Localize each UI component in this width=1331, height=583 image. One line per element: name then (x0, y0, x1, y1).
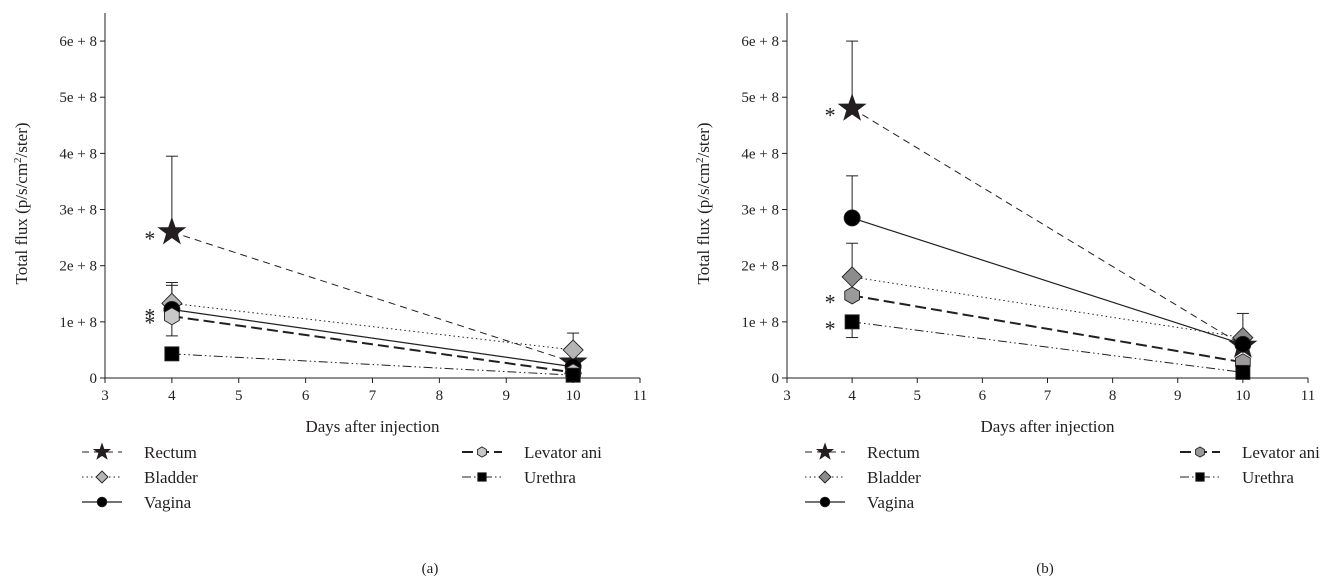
x-axis-label: Days after injection (305, 417, 440, 436)
significance-asterisk: * (825, 316, 836, 341)
x-tick-label: 3 (783, 388, 791, 404)
significance-asterisk: * (144, 303, 155, 328)
series-line-rectum (851, 108, 1244, 346)
legend-marker-bladder (818, 470, 832, 484)
legend-marker-bladder (95, 470, 109, 484)
series-line-bladder (171, 302, 574, 351)
series-line-vagina (171, 308, 574, 368)
legend-label: Urethra (524, 468, 576, 487)
data-point-bladder (562, 339, 584, 361)
x-tick-label: 8 (1109, 388, 1117, 404)
legend-label: Urethra (1242, 468, 1294, 487)
series-line-levator-ani (171, 315, 574, 374)
legend-marker-rectum (815, 442, 835, 460)
y-axis-label-superscript: 2 (12, 157, 24, 163)
legend-label: Bladder (144, 468, 198, 487)
y-axis-label-text: Total flux (p/s/cm (12, 163, 31, 285)
legend-marker-rectum (92, 442, 112, 460)
y-tick-label: 4e + 8 (741, 146, 779, 162)
x-tick-label: 11 (633, 388, 647, 404)
data-point-levator-ani (844, 286, 860, 305)
data-point-rectum (837, 93, 867, 121)
legend-label: Levator ani (1242, 443, 1320, 462)
significance-asterisk: * (825, 102, 836, 127)
y-axis-label-superscript: 2 (694, 157, 706, 163)
x-tick-label: 7 (369, 388, 377, 404)
data-point-vagina (1234, 335, 1252, 353)
series-line-rectum (171, 231, 574, 363)
x-tick-label: 10 (1235, 388, 1250, 404)
chart-panel-a: 0 1e + 8 2e + 8 3e + 8 4e + 8 5e + 8 6e + 8 3 4 5… (12, 13, 647, 577)
y-tick-label: 6e + 8 (741, 34, 779, 50)
legend-marker-levator-ani (1195, 446, 1205, 458)
y-tick-label: 0 (90, 371, 98, 387)
data-point-urethra (565, 367, 581, 383)
y-axis-label-text-end: /ster) (12, 122, 31, 157)
significance-asterisk: * (144, 226, 155, 251)
y-tick-label: 1e + 8 (741, 315, 779, 331)
series-line-urethra (171, 353, 574, 376)
panel-label: (a) (422, 561, 439, 577)
y-tick-label: 3e + 8 (59, 203, 97, 219)
x-tick-label: 8 (436, 388, 444, 404)
legend-label: Levator ani (524, 443, 602, 462)
legend-marker-urethra (1195, 472, 1205, 482)
y-tick-label: 4e + 8 (59, 146, 97, 162)
y-axis-label-text-end: /ster) (694, 122, 713, 157)
legend-label: Bladder (867, 468, 921, 487)
data-point-urethra (844, 314, 860, 330)
x-tick-label: 9 (1174, 388, 1182, 404)
series-line-urethra (852, 321, 1243, 373)
y-tick-label: 3e + 8 (741, 203, 779, 219)
data-point-bladder (841, 266, 863, 288)
y-tick-label: 0 (772, 371, 780, 387)
data-point-urethra (1235, 364, 1251, 380)
y-tick-label: 6e + 8 (59, 34, 97, 50)
y-axis-label-text: Total flux (p/s/cm (694, 163, 713, 285)
data-point-levator-ani (164, 307, 180, 326)
legend-label: Vagina (144, 493, 192, 512)
x-tick-label: 4 (848, 388, 856, 404)
x-tick-label: 10 (566, 388, 581, 404)
x-tick-label: 9 (503, 388, 511, 404)
data-point-rectum (157, 216, 187, 245)
x-axis-label: Days after injection (980, 417, 1115, 436)
y-tick-label: 5e + 8 (741, 90, 779, 106)
legend-marker-urethra (477, 472, 487, 482)
data-point-urethra (164, 346, 180, 362)
y-tick-label: 2e + 8 (741, 259, 779, 275)
x-tick-label: 6 (302, 388, 310, 404)
legend-marker-vagina (819, 496, 831, 508)
x-tick-label: 3 (101, 388, 109, 404)
panel-label: (b) (1036, 561, 1054, 577)
x-tick-label: 11 (1301, 388, 1315, 404)
x-tick-label: 6 (979, 388, 987, 404)
legend-marker-levator-ani (477, 446, 487, 458)
chart-panel-b: 0 1e + 8 2e + 8 3e + 8 4e + 8 5e + 8 6e + 8 3 4 5… (694, 13, 1320, 577)
x-tick-label: 5 (235, 388, 243, 404)
legend-marker-vagina (96, 496, 108, 508)
x-tick-label: 5 (914, 388, 922, 404)
x-tick-label: 7 (1044, 388, 1052, 404)
y-axis-label: Total flux (p/s/cm2/ster) (694, 122, 713, 284)
series-line-levator-ani (851, 294, 1244, 364)
data-point-vagina (843, 209, 861, 227)
y-tick-label: 5e + 8 (59, 90, 97, 106)
legend-label: Rectum (144, 443, 197, 462)
x-tick-label: 4 (168, 388, 176, 404)
legend-label: Vagina (867, 493, 915, 512)
y-tick-label: 1e + 8 (59, 315, 97, 331)
series-line-bladder (852, 276, 1243, 339)
y-tick-label: 2e + 8 (59, 259, 97, 275)
series-line-vagina (851, 217, 1244, 345)
significance-asterisk: * (825, 289, 836, 314)
legend-label: Rectum (867, 443, 920, 462)
significance-asterisk: * (144, 310, 155, 335)
y-axis-label: Total flux (p/s/cm2/ster) (12, 122, 31, 284)
